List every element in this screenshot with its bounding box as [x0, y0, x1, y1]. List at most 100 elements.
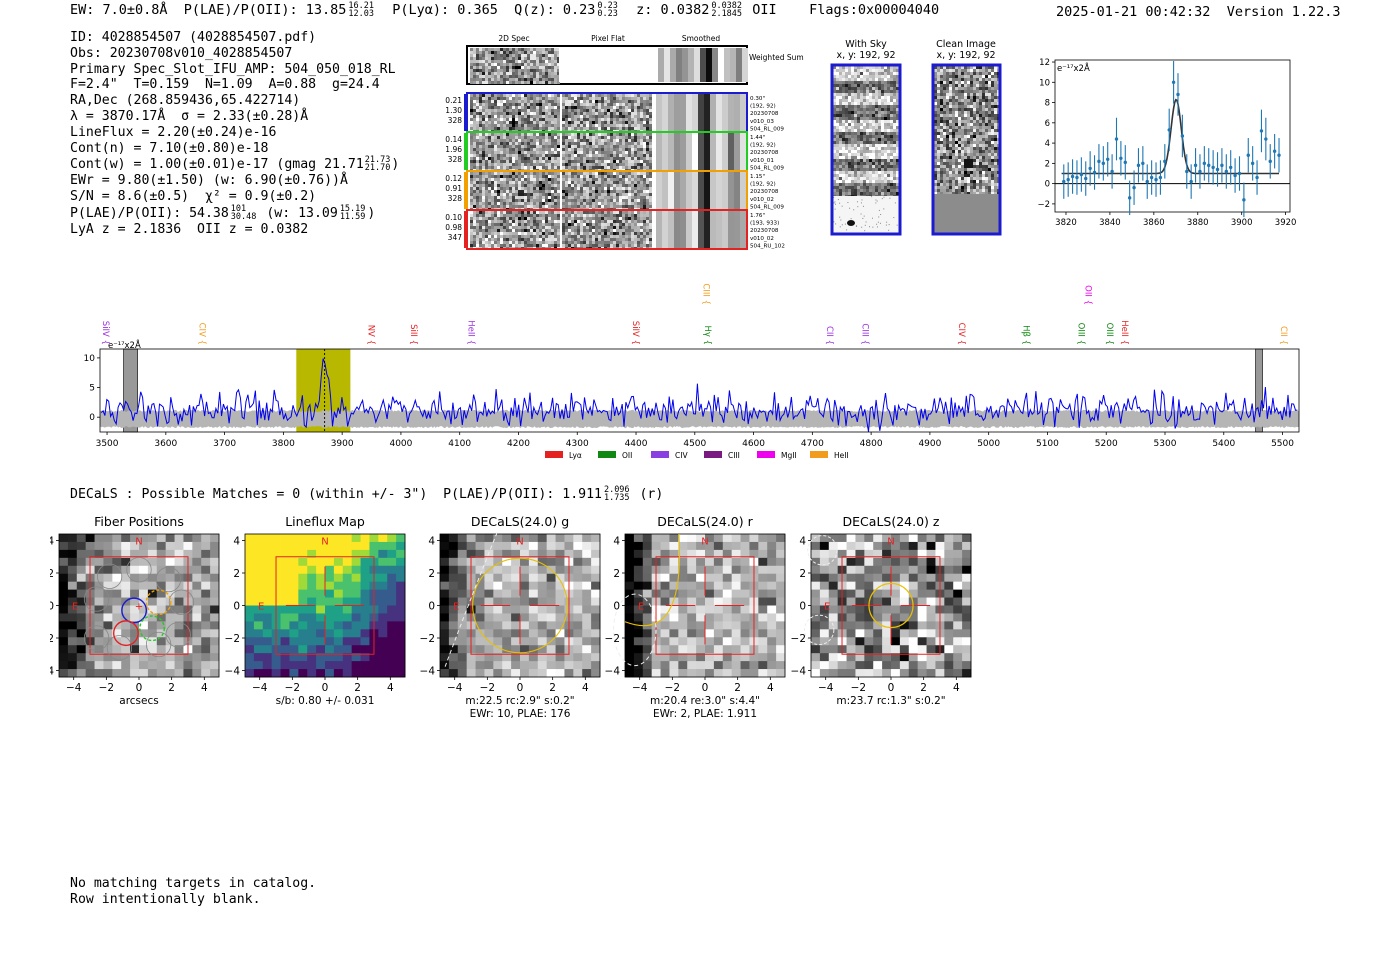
panel-pixel	[713, 637, 724, 646]
panel-ytick-label: 2	[233, 568, 240, 580]
panel-pixel	[651, 661, 661, 670]
info-cont-n: Cont(n) = 7.10(±0.80)e-18	[70, 140, 269, 156]
panel-pixel	[307, 541, 317, 551]
panel-pixel	[183, 541, 193, 551]
panel-pixel	[882, 669, 892, 678]
panel-pixel	[573, 669, 583, 678]
panel-pixel	[76, 549, 87, 559]
panel-pixel	[819, 589, 830, 598]
panel-pixel	[67, 549, 78, 559]
panel-pixel	[555, 549, 565, 559]
panel-pixel	[396, 661, 406, 670]
panel-pixel	[917, 653, 927, 662]
panel-pixel	[475, 653, 485, 662]
panel-pixel	[59, 645, 69, 654]
panel-pixel	[342, 669, 353, 678]
panel-pixel	[183, 653, 193, 662]
panel-pixel	[342, 565, 353, 575]
fit-point	[1167, 128, 1171, 132]
panel-pixel	[351, 541, 361, 551]
panel-pixel	[687, 669, 697, 678]
panel-pixel	[582, 534, 592, 543]
panel-pixel	[139, 629, 149, 638]
info-plae-w-lower: 11.59	[339, 211, 366, 222]
panel-pixel	[165, 661, 175, 670]
panel-pixel	[342, 613, 353, 622]
panel-pixel	[147, 637, 158, 646]
panel-pixel	[669, 541, 679, 551]
panel-pixel	[811, 645, 821, 654]
panel-pixel	[103, 549, 113, 559]
panel-pixel	[147, 621, 158, 630]
panel-pixel	[210, 645, 220, 654]
panel-pixel	[819, 565, 830, 575]
panel-pixel	[103, 645, 113, 654]
panel-pixel	[192, 534, 202, 543]
panel-pixel	[917, 557, 927, 567]
header-plae-lower: 12.03	[348, 9, 374, 19]
info-obs: Obs: 20230708v010_4028854507	[70, 45, 293, 61]
panel-pixel	[520, 565, 530, 575]
cutout-info: 1.44"	[750, 135, 765, 141]
panel-pixel	[891, 573, 901, 583]
panel-pixel	[573, 565, 583, 575]
panel-pixel	[819, 597, 830, 606]
panel-pixel	[351, 645, 361, 654]
panel-ytick-label: 4	[233, 536, 240, 548]
panel-pixel	[573, 613, 583, 622]
panel-caption: s/b: 0.80 +/- 0.031	[276, 695, 375, 707]
panel-pixel	[351, 549, 361, 559]
panel-pixel	[201, 557, 211, 567]
panel-pixel	[201, 549, 211, 559]
panel-pixel	[475, 621, 485, 630]
panel-pixel	[837, 534, 847, 543]
panel-pixel	[396, 613, 406, 622]
panel-pixel	[85, 661, 95, 670]
panel-pixel	[466, 541, 476, 551]
panel-north-label: N	[887, 537, 894, 548]
panel-pixel	[67, 669, 78, 678]
panel-pixel	[448, 605, 459, 614]
panel-pixel	[633, 597, 644, 606]
panel-pixel	[828, 661, 839, 670]
panel-pixel	[253, 605, 264, 614]
panel-pixel	[767, 653, 777, 662]
panel-pixel	[908, 557, 919, 567]
panel-pixel	[625, 565, 635, 575]
panel-pixel	[767, 661, 777, 670]
panel-pixel	[511, 653, 521, 662]
panel-pixel	[351, 557, 361, 567]
panel-pixel	[625, 637, 635, 646]
panel-pixel	[891, 557, 901, 567]
fit-ytick-label: 8	[1045, 99, 1050, 109]
panel-pixel	[502, 541, 512, 551]
panel-pixel	[253, 541, 264, 551]
panel-pixel	[59, 605, 69, 614]
panel-pixel	[156, 597, 167, 606]
panel-pixel	[864, 629, 874, 638]
fit-ytick-label: 12	[1039, 58, 1050, 68]
panel-pixel	[493, 629, 503, 638]
panel-pixel	[396, 605, 406, 614]
panel-pixel	[546, 605, 556, 614]
panel-pixel	[440, 597, 450, 606]
panel-pixel	[130, 581, 140, 591]
panel-pixel	[94, 637, 104, 646]
panel-pixel	[855, 645, 865, 654]
fit-point	[1264, 137, 1268, 141]
panel-pixel	[953, 581, 963, 591]
panel-pixel	[484, 534, 494, 543]
panel-pixel	[448, 541, 459, 551]
panel-pixel	[76, 541, 87, 551]
panel-pixel	[546, 653, 556, 662]
panel-pixel	[926, 573, 936, 583]
panel-pixel	[360, 637, 370, 646]
panel-pixel	[696, 613, 706, 622]
decals-neighbor-ellipse	[613, 593, 657, 667]
panel-pixel	[307, 629, 317, 638]
panel-pixel	[908, 621, 919, 630]
fit-point	[1141, 161, 1145, 166]
panel-pixel	[555, 637, 565, 646]
